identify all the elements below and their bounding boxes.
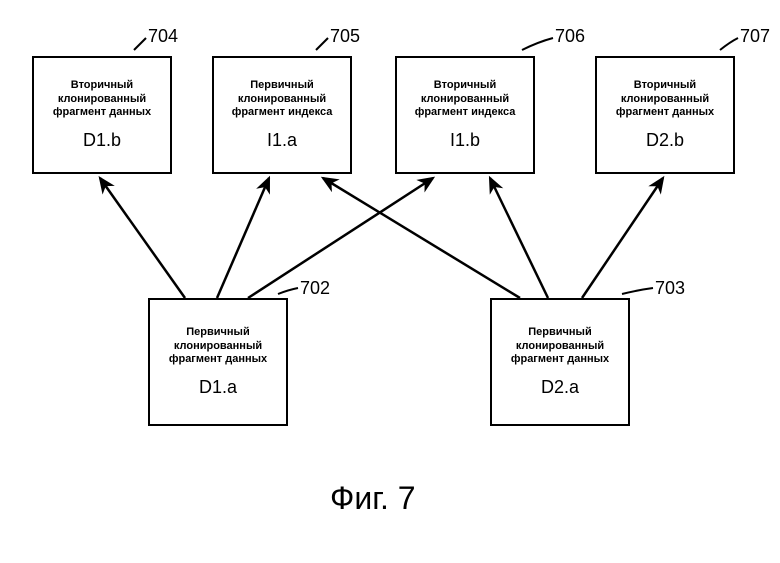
- ref-tick-706: [522, 38, 553, 50]
- node-desc-line: Первичный: [186, 326, 249, 338]
- ref-label-704: 704: [148, 26, 178, 47]
- node-desc-line: фрагмент индекса: [232, 106, 333, 118]
- node-desc-line: Первичный: [250, 79, 313, 91]
- node-desc-line: фрагмент данных: [511, 353, 609, 365]
- node-705: Первичный клонированный фрагмент индекса…: [212, 56, 352, 174]
- node-desc: Вторичный клонированный фрагмент индекса: [415, 79, 516, 120]
- node-desc-line: фрагмент данных: [169, 353, 267, 365]
- node-desc-line: фрагмент индекса: [415, 106, 516, 118]
- node-707: Вторичный клонированный фрагмент данных …: [595, 56, 735, 174]
- figure-caption: Фиг. 7: [330, 480, 416, 517]
- ref-tick-703: [622, 288, 653, 294]
- node-desc-line: Вторичный: [71, 79, 133, 91]
- node-desc-line: клонированный: [58, 93, 146, 105]
- node-desc-line: Вторичный: [634, 79, 696, 91]
- node-code: I1.a: [267, 130, 297, 151]
- node-desc: Первичный клонированный фрагмент данных: [169, 326, 267, 367]
- node-desc-line: Вторичный: [434, 79, 496, 91]
- arrow-703-705: [323, 178, 520, 298]
- node-code: D1.b: [83, 130, 121, 151]
- ref-label-706: 706: [555, 26, 585, 47]
- arrow-703-706: [490, 178, 548, 298]
- node-706: Вторичный клонированный фрагмент индекса…: [395, 56, 535, 174]
- node-702: Первичный клонированный фрагмент данных …: [148, 298, 288, 426]
- arrow-702-704: [100, 178, 185, 298]
- arrow-703-707: [582, 178, 663, 298]
- node-704: Вторичный клонированный фрагмент данных …: [32, 56, 172, 174]
- node-desc: Первичный клонированный фрагмент данных: [511, 326, 609, 367]
- node-desc-line: фрагмент данных: [616, 106, 714, 118]
- node-code: D1.a: [199, 377, 237, 398]
- node-code: D2.b: [646, 130, 684, 151]
- node-desc: Первичный клонированный фрагмент индекса: [232, 79, 333, 120]
- node-703: Первичный клонированный фрагмент данных …: [490, 298, 630, 426]
- node-desc: Вторичный клонированный фрагмент данных: [53, 79, 151, 120]
- node-code: D2.a: [541, 377, 579, 398]
- ref-label-703: 703: [655, 278, 685, 299]
- node-desc-line: клонированный: [516, 340, 604, 352]
- node-desc-line: фрагмент данных: [53, 106, 151, 118]
- ref-label-702: 702: [300, 278, 330, 299]
- arrow-702-706: [248, 178, 433, 298]
- node-desc-line: Первичный: [528, 326, 591, 338]
- node-desc-line: клонированный: [238, 93, 326, 105]
- node-desc-line: клонированный: [174, 340, 262, 352]
- node-desc: Вторичный клонированный фрагмент данных: [616, 79, 714, 120]
- ref-tick-705: [316, 38, 328, 50]
- ref-label-707: 707: [740, 26, 770, 47]
- node-code: I1.b: [450, 130, 480, 151]
- ref-tick-707: [720, 38, 738, 50]
- ref-label-705: 705: [330, 26, 360, 47]
- ref-tick-702: [278, 288, 298, 294]
- ref-tick-704: [134, 38, 146, 50]
- arrow-702-705: [217, 178, 269, 298]
- node-desc-line: клонированный: [621, 93, 709, 105]
- node-desc-line: клонированный: [421, 93, 509, 105]
